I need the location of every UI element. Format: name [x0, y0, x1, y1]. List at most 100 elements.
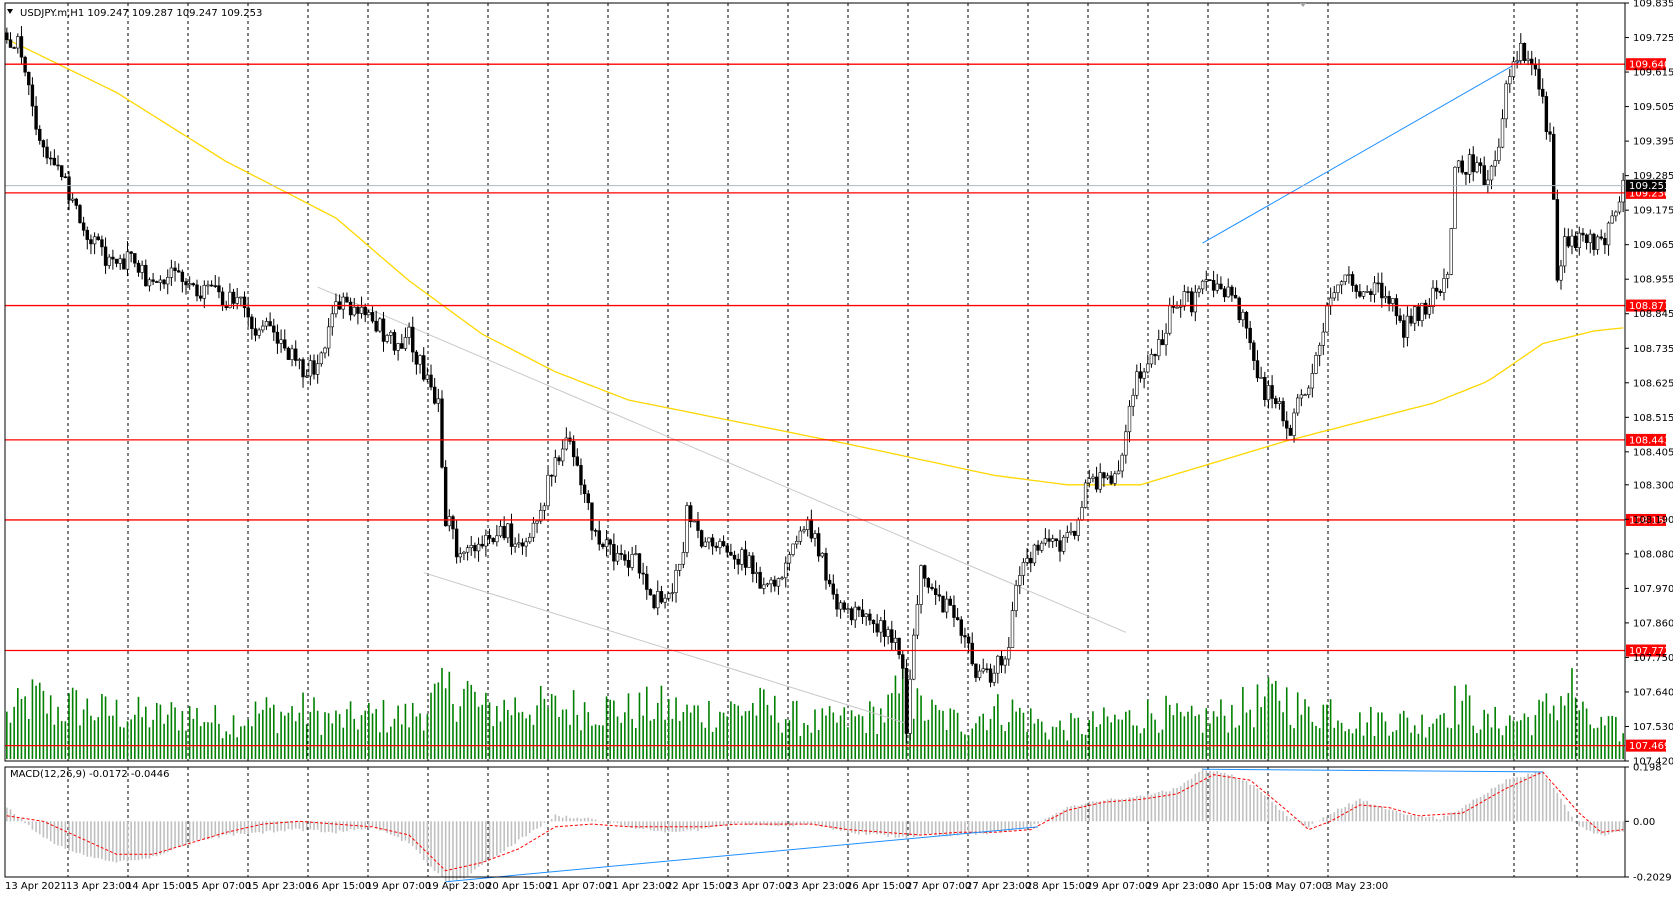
candle-body — [1387, 295, 1391, 304]
macd-trendline[interactable] — [1202, 768, 1543, 773]
candle-body — [1204, 279, 1208, 282]
candle-body — [1211, 280, 1216, 291]
candle-body — [751, 555, 755, 574]
candle-body — [389, 332, 393, 336]
candle-body — [1376, 282, 1380, 285]
trendline[interactable] — [1202, 60, 1522, 244]
candle-body — [74, 198, 79, 206]
candle-body — [681, 552, 686, 565]
candle-body — [140, 264, 144, 273]
macd-y-tick-label: -0.2029 — [1633, 873, 1672, 884]
candle-body — [509, 523, 514, 547]
candle-body — [1434, 287, 1439, 292]
macd-trendline[interactable] — [445, 826, 1039, 883]
candle-body — [1087, 478, 1091, 484]
candle-body — [1255, 360, 1260, 379]
candle-body — [1522, 43, 1527, 61]
candle-body — [422, 355, 426, 380]
candle-body — [1314, 355, 1318, 374]
candle-body — [1350, 274, 1355, 286]
candle-body — [550, 474, 554, 477]
candle-body — [1029, 557, 1033, 564]
candle-body — [977, 670, 982, 678]
channel-line[interactable] — [423, 572, 907, 724]
candle-body — [765, 583, 770, 586]
x-tick-label: 14 Apr 15:00 — [126, 881, 191, 892]
x-tick-label: 21 Apr 07:00 — [546, 881, 611, 892]
candle-body — [802, 529, 806, 532]
x-tick-label: 19 Apr 23:00 — [426, 881, 491, 892]
y-tick-label: 109.835 — [1633, 0, 1673, 10]
candle-body — [231, 291, 236, 304]
candle-body — [919, 565, 923, 605]
candle-body — [1292, 412, 1296, 436]
candle-body — [8, 39, 13, 48]
y-tick-label: 109.065 — [1633, 240, 1673, 251]
candle-body — [1043, 538, 1048, 544]
candle-body — [1526, 58, 1530, 61]
candle-body — [1252, 342, 1256, 361]
candle-body — [634, 553, 638, 555]
candle-body — [1541, 88, 1545, 97]
candle-body — [326, 326, 331, 349]
candle-body — [1135, 371, 1139, 396]
candle-body — [1405, 315, 1410, 338]
candle-body — [1537, 68, 1541, 90]
candle-body — [78, 205, 82, 224]
candle-body — [1471, 154, 1475, 173]
candle-body — [528, 536, 532, 543]
candle-body — [114, 258, 119, 264]
candle-body — [1467, 154, 1472, 175]
price-level-label: 108.443 — [1629, 435, 1670, 446]
price-level-badge — [1626, 58, 1666, 71]
candle-body — [805, 519, 810, 530]
candle-body — [835, 594, 839, 610]
candle-body — [1573, 235, 1578, 249]
candle-body — [780, 577, 784, 580]
candle-body — [202, 285, 207, 299]
candle-body — [897, 637, 901, 655]
candle-body — [930, 587, 934, 589]
candle-body — [915, 604, 920, 636]
candle-body — [52, 157, 57, 166]
candle-body — [1456, 160, 1461, 168]
candle-body — [498, 525, 503, 537]
candle-body — [586, 493, 590, 504]
candle-body — [1423, 302, 1428, 315]
candle-body — [177, 270, 181, 273]
candle-body — [1007, 647, 1011, 660]
symbol-dropdown-icon[interactable] — [7, 9, 13, 14]
candle-body — [1365, 291, 1369, 293]
y-tick-label: 107.860 — [1633, 618, 1673, 629]
candle-body — [308, 360, 313, 377]
y-tick-label: 108.955 — [1633, 275, 1673, 286]
candle-body — [1413, 306, 1417, 324]
candle-body — [92, 236, 97, 245]
candle-body — [754, 571, 759, 574]
y-tick-label: 108.515 — [1633, 413, 1673, 424]
candle-body — [12, 47, 16, 49]
candle-body — [506, 523, 510, 539]
candle-body — [1296, 397, 1300, 414]
candle-body — [1058, 540, 1062, 552]
candle-body — [1098, 472, 1102, 490]
candle-body — [294, 348, 298, 361]
candle-body — [1102, 472, 1106, 479]
candle-body — [400, 343, 404, 349]
candle-body — [1193, 291, 1198, 313]
candle-body — [1383, 295, 1388, 299]
scroll-marker-icon[interactable] — [1300, 3, 1306, 7]
candle-body — [725, 545, 729, 553]
channel-line[interactable] — [317, 286, 1127, 633]
x-tick-label: 15 Apr 07:00 — [186, 881, 251, 892]
candle-body — [385, 335, 389, 342]
candle-body — [348, 301, 353, 316]
candle-body — [1168, 305, 1172, 334]
candle-body — [923, 565, 927, 579]
candle-body — [1592, 233, 1596, 250]
candle-body — [853, 606, 857, 621]
candle-body — [1186, 291, 1190, 293]
candle-body — [1464, 171, 1468, 175]
